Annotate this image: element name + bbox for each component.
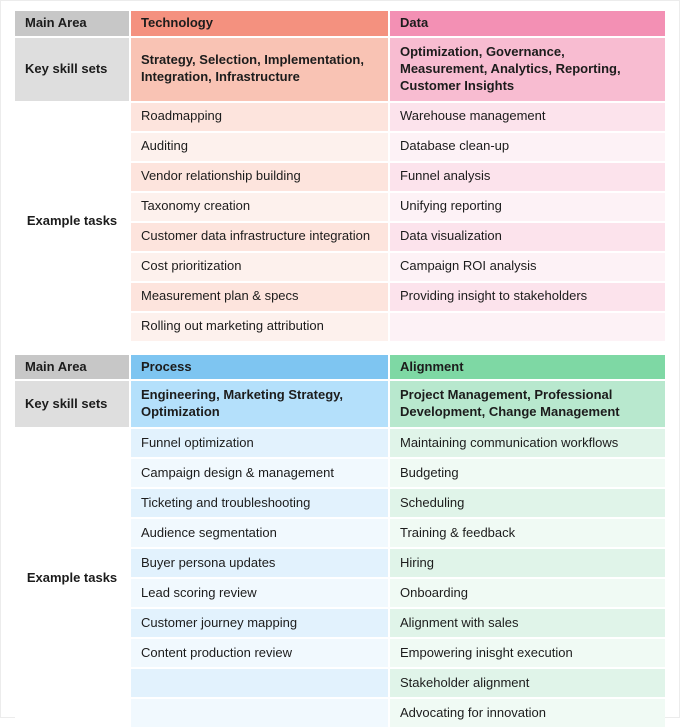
task-cell: Data visualization <box>390 222 665 251</box>
skills-alignment: Project Management, Professional Develop… <box>390 381 665 428</box>
column-header-alignment: Alignment <box>390 354 665 380</box>
task-cell: Lead scoring review <box>131 579 388 608</box>
task-cell: Warehouse management <box>390 102 665 131</box>
task-cell: Customer data infrastructure integration <box>131 222 388 251</box>
task-cell: Database clean-up <box>390 132 665 161</box>
task-cell: Budgeting <box>390 459 665 488</box>
example-tasks-label: Example tasks <box>15 429 129 727</box>
column-header-process: Process <box>131 354 388 380</box>
task-cell: Campaign ROI analysis <box>390 252 665 281</box>
task-cell: Rolling out marketing attribution <box>131 312 388 341</box>
example-tasks-label: Example tasks <box>15 102 129 341</box>
process-alignment-table: Main Area Process Alignment Key skill se… <box>15 354 665 727</box>
task-cell <box>131 669 388 698</box>
task-cell: Unifying reporting <box>390 192 665 221</box>
task-cell: Content production review <box>131 639 388 668</box>
task-cell: Onboarding <box>390 579 665 608</box>
column-header-data: Data <box>390 11 665 36</box>
technology-data-table: Main Area Technology Data Key skill sets… <box>15 11 665 341</box>
task-cell: Funnel optimization <box>131 429 388 458</box>
task-cell: Stakeholder alignment <box>390 669 665 698</box>
task-cell: Advocating for innovation <box>390 699 665 727</box>
task-cell: Hiring <box>390 549 665 578</box>
key-skill-sets-label: Key skill sets <box>15 37 129 101</box>
task-cell: Auditing <box>131 132 388 161</box>
task-cell: Maintaining communication workflows <box>390 429 665 458</box>
task-cell: Empowering inisght execution <box>390 639 665 668</box>
task-cell: Training & feedback <box>390 519 665 548</box>
task-cell: Taxonomy creation <box>131 192 388 221</box>
key-skill-sets-label: Key skill sets <box>15 381 129 428</box>
task-cell: Buyer persona updates <box>131 549 388 578</box>
skills-process: Engineering, Marketing Strategy, Optimiz… <box>131 381 388 428</box>
skills-data: Optimization, Governance, Measurement, A… <box>390 37 665 101</box>
task-cell: Ticketing and troubleshooting <box>131 489 388 518</box>
task-cell: Measurement plan & specs <box>131 282 388 311</box>
task-cell: Customer journey mapping <box>131 609 388 638</box>
main-area-header: Main Area <box>15 11 129 36</box>
main-area-header: Main Area <box>15 354 129 380</box>
column-header-technology: Technology <box>131 11 388 36</box>
task-cell <box>390 312 665 341</box>
task-cell: Cost prioritization <box>131 252 388 281</box>
task-cell: Roadmapping <box>131 102 388 131</box>
task-cell: Audience segmentation <box>131 519 388 548</box>
task-cell: Providing insight to stakeholders <box>390 282 665 311</box>
task-cell: Vendor relationship building <box>131 162 388 191</box>
skills-technology: Strategy, Selection, Implementation, Int… <box>131 37 388 101</box>
task-cell: Funnel analysis <box>390 162 665 191</box>
task-cell: Alignment with sales <box>390 609 665 638</box>
task-cell <box>131 699 388 727</box>
task-cell: Scheduling <box>390 489 665 518</box>
task-cell: Campaign design & management <box>131 459 388 488</box>
